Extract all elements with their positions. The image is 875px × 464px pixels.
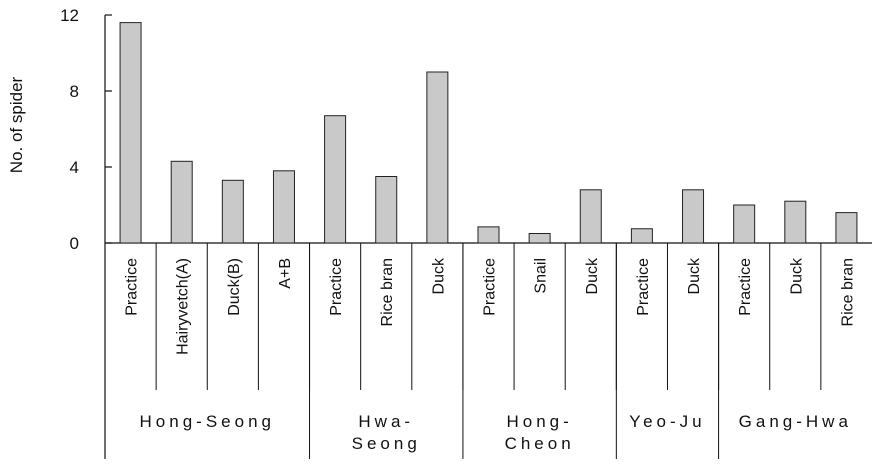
category-label: Hairyvetch(A): [175, 258, 192, 355]
bar: [426, 71, 449, 244]
category-label: A+B: [277, 258, 294, 289]
bar: [784, 200, 807, 244]
bar: [630, 228, 653, 244]
y-tick-label: 4: [70, 158, 79, 177]
category-labels: Practice Hairyvetch(A) Duck(B) A+B Practice R…: [124, 243, 856, 390]
bar: [733, 204, 756, 244]
category-label: Duck: [686, 257, 703, 294]
bar: [170, 160, 193, 244]
category-label: Practice: [635, 258, 652, 316]
category-label: Duck: [584, 257, 601, 294]
group-label: Hwa-: [358, 412, 414, 431]
group-label: Hong-: [506, 412, 572, 431]
bar: [324, 115, 347, 244]
group-label: Yeo-Ju: [629, 412, 705, 431]
y-tick-label: 0: [70, 234, 79, 253]
category-label: Rice bran: [379, 258, 396, 326]
y-tick-label: 8: [70, 82, 79, 101]
y-axis-label: No. of spider: [7, 76, 26, 173]
bar: [528, 233, 551, 244]
category-label: Duck(B): [226, 258, 243, 316]
bar: [835, 212, 858, 244]
category-label: Snail: [533, 258, 550, 294]
group-label: Gang-Hwa: [739, 412, 852, 431]
category-label: Duck: [430, 257, 447, 294]
group-labels: Hong-Seong Hwa- Seong Hong- Cheon Yeo-Ju Gang-…: [140, 243, 852, 459]
category-label: Practice: [737, 258, 754, 316]
bars: [119, 22, 858, 244]
category-label: Practice: [328, 258, 345, 316]
group-label: Seong: [352, 434, 421, 453]
bar: [682, 189, 705, 244]
y-tick-label: 12: [60, 6, 79, 25]
bar: [477, 226, 500, 244]
bar: [579, 189, 602, 244]
bar: [119, 22, 142, 244]
bar: [221, 179, 244, 244]
category-label: Rice bran: [839, 258, 856, 326]
category-label: Practice: [124, 258, 141, 316]
category-label: Practice: [482, 258, 499, 316]
bar: [272, 170, 295, 244]
group-label: Cheon: [505, 434, 575, 453]
category-label: Duck: [788, 257, 805, 294]
bar: [375, 176, 398, 244]
group-label: Hong-Seong: [140, 412, 275, 431]
